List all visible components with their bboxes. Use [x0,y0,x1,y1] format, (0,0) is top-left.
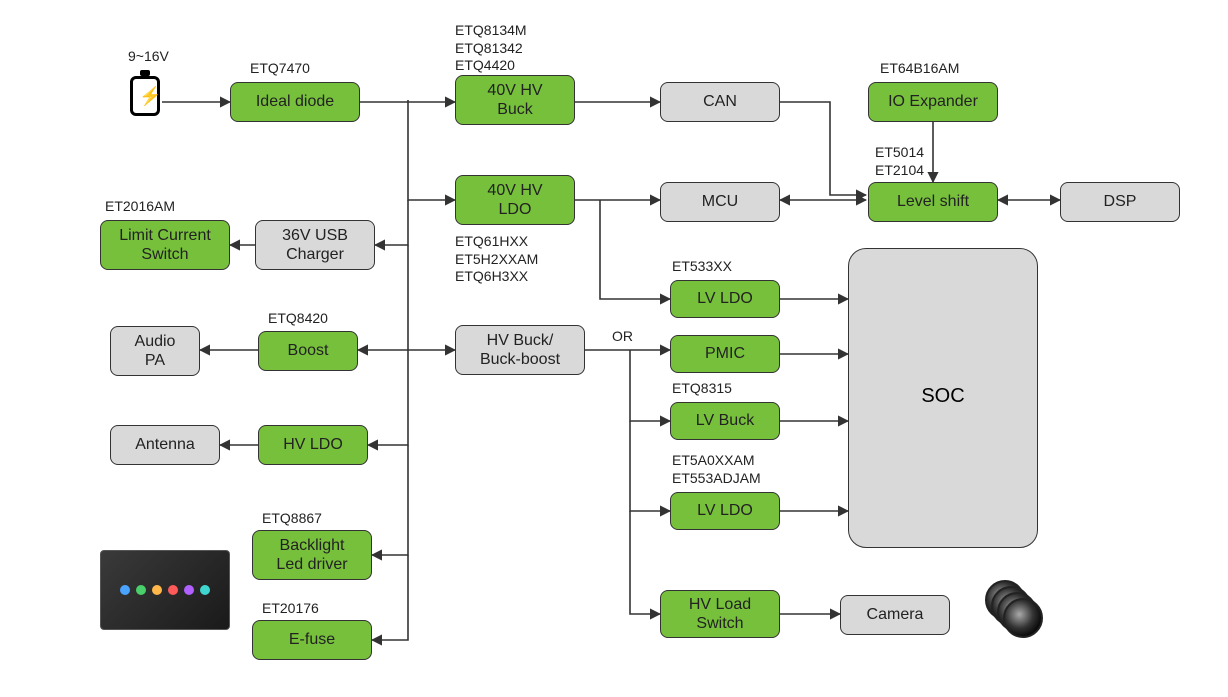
node-hv-ldo-40: 40V HVLDO [455,175,575,225]
node-lv-buck: LV Buck [670,402,780,440]
partno-lv-ldo-1: ET533XX [672,258,732,276]
node-efuse: E-fuse [252,620,372,660]
edge-soc_bus-lv_ldo_2 [630,421,670,511]
partno-hvbuck-boost: ETQ61HXX ET5H2XXAM ETQ6H3XX [455,233,538,286]
partno-level-shift: ET5014 ET2104 [875,144,924,179]
edge-bus-hv_ldo_40 [408,100,455,200]
partno-io-expander: ET64B16AM [880,60,959,78]
node-hv-buck: 40V HVBuck [455,75,575,125]
edge-bus-hvbuck_boost [408,245,455,350]
display-device-image [100,550,230,630]
partno-efuse: ET20176 [262,600,319,618]
partno-hv-buck: ETQ8134M ETQ81342 ETQ4420 [455,22,527,75]
node-io-expander: IO Expander [868,82,998,122]
partno-boost: ETQ8420 [268,310,328,328]
edge-bus-usb_charger [375,200,408,245]
edge-soc_bus-lv_buck [630,350,670,421]
node-lv-ldo-2: LV LDO [670,492,780,530]
partno-ideal-diode: ETQ7470 [250,60,310,78]
edge-soc_bus-hv_load_sw [630,511,660,614]
node-dsp: DSP [1060,182,1180,222]
node-hv-ldo: HV LDO [258,425,368,465]
node-level-shift: Level shift [868,182,998,222]
node-lv-ldo-1: LV LDO [670,280,780,318]
battery-icon: ⚡ [130,70,160,116]
node-backlight: BacklightLed driver [252,530,372,580]
edge-bus-backlight [372,445,408,555]
edge-bus-efuse [372,555,408,640]
partno-lv-ldo-2: ET5A0XXAM ET553ADJAM [672,452,761,487]
node-can: CAN [660,82,780,122]
edge-bus-hv_ldo [368,350,408,445]
node-soc: SOC [848,248,1038,548]
battery-label: 9~16V [128,48,169,66]
node-ideal-diode: Ideal diode [230,82,360,122]
partno-backlight: ETQ8867 [262,510,322,528]
node-antenna: Antenna [110,425,220,465]
partno-limit-sw: ET2016AM [105,198,175,216]
node-camera: Camera [840,595,950,635]
node-limit-sw: Limit CurrentSwitch [100,220,230,270]
node-hvbuck-boost: HV Buck/Buck-boost [455,325,585,375]
node-boost: Boost [258,331,358,371]
node-hv-load-sw: HV LoadSwitch [660,590,780,638]
partno-lv-buck: ETQ8315 [672,380,732,398]
node-audio-pa: AudioPA [110,326,200,376]
node-usb-charger: 36V USBCharger [255,220,375,270]
edge-can-io_expander [780,102,866,195]
node-mcu: MCU [660,182,780,222]
node-pmic: PMIC [670,335,780,373]
label-or: OR [612,328,633,346]
